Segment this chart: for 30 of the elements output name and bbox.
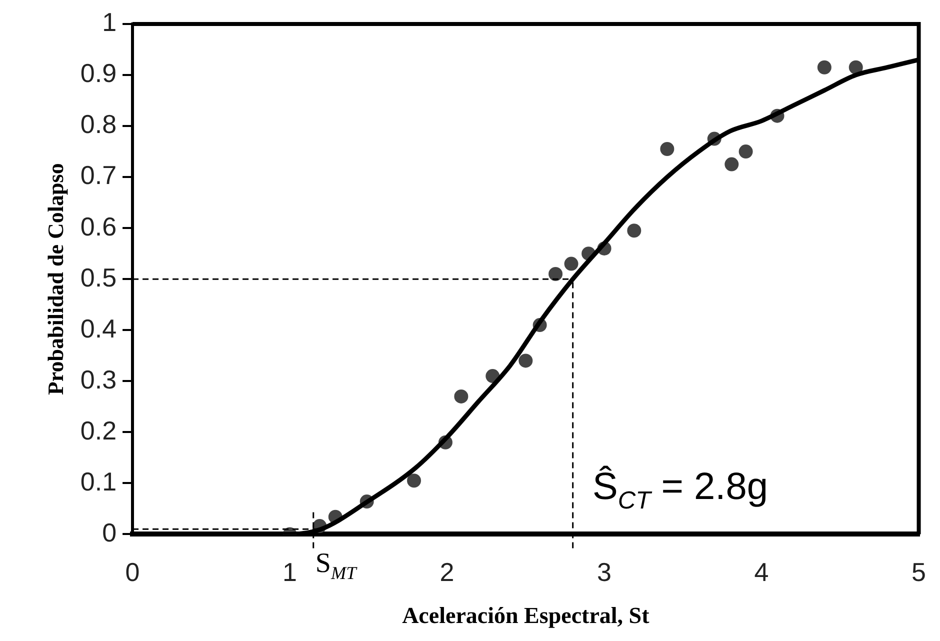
point: [738, 144, 753, 159]
x-tick-label: 4: [754, 556, 769, 587]
point: [407, 474, 422, 488]
point: [627, 224, 642, 238]
y-axis-title: Probabilidad de Colapso: [42, 163, 68, 396]
y-tick-label: 0.9: [80, 58, 117, 88]
point: [848, 60, 863, 74]
y-tick-label: 0.8: [80, 109, 117, 140]
point: [817, 60, 832, 74]
x-tick-label: 5: [912, 556, 926, 587]
y-tick-label: 0.6: [80, 211, 117, 242]
x-tick-label: 2: [440, 556, 454, 587]
point: [660, 142, 674, 156]
y-tick-label: 0.5: [80, 262, 117, 292]
x-tick-label: 1: [282, 556, 298, 587]
x-axis-title: Aceleración Espectral, St: [402, 603, 650, 628]
point: [724, 157, 739, 172]
point: [454, 389, 468, 404]
y-tick-label: 0.7: [80, 160, 117, 190]
y-tick-label: 0: [102, 517, 117, 548]
point: [548, 267, 563, 281]
y-tick-label: 0.1: [80, 466, 117, 496]
x-tick-label: 0: [125, 556, 140, 587]
point: [518, 354, 533, 368]
y-tick-label: 0.3: [80, 364, 117, 394]
x-tick-label: 3: [597, 556, 612, 587]
point: [564, 256, 578, 271]
y-tick-label: 1: [102, 7, 117, 38]
y-tick-label: 0.4: [80, 313, 117, 344]
y-tick-label: 0.2: [80, 415, 117, 446]
